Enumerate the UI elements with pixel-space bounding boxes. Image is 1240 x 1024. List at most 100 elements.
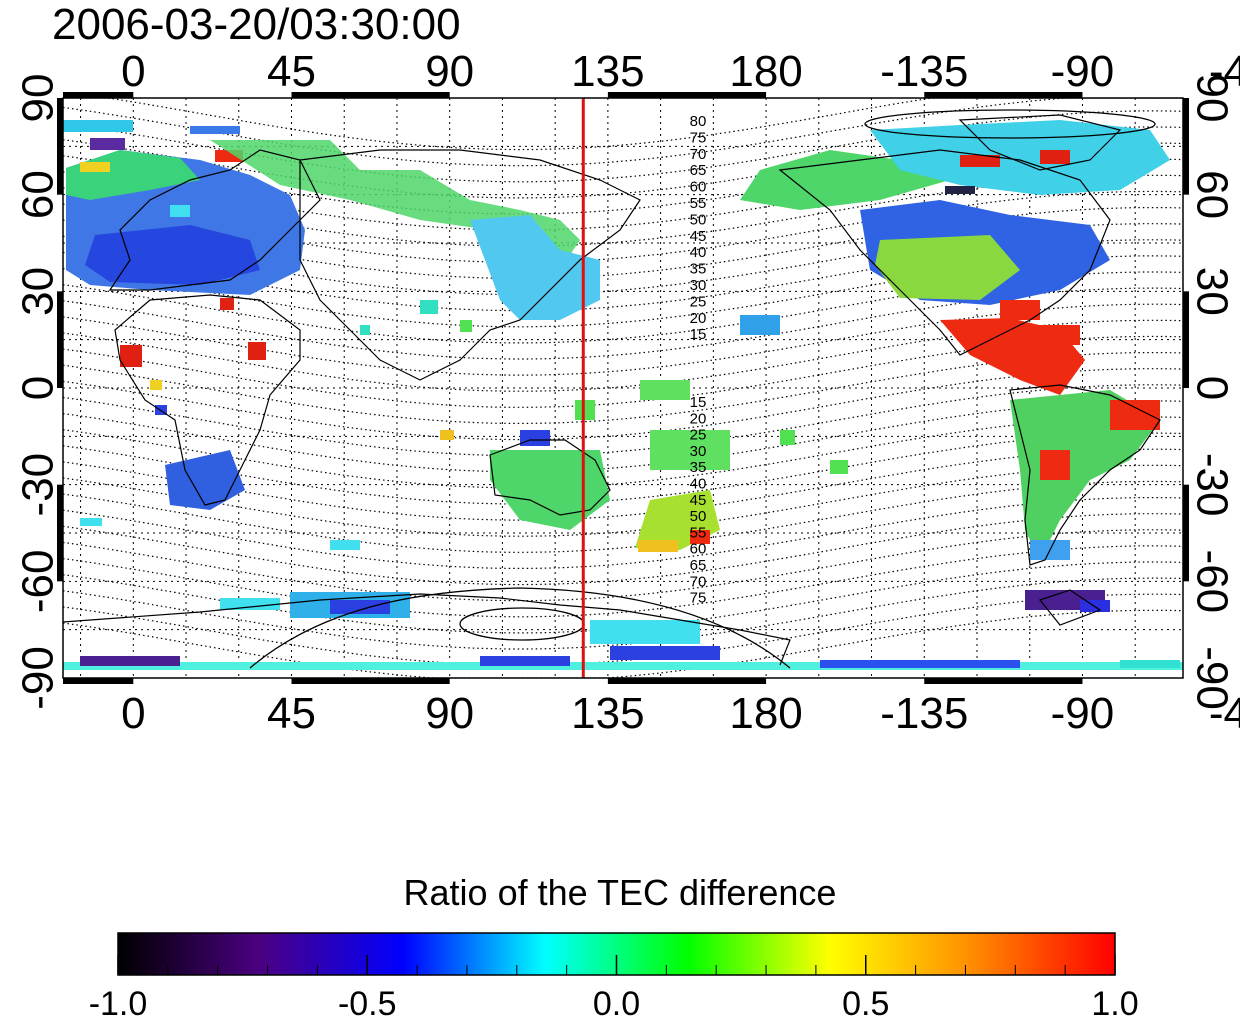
x-top-tick-label: -90 [1051,47,1115,96]
contour-label-north: 20 [690,310,707,327]
tick-bar-bottom [291,678,450,684]
x-top-tick-label: 45 [267,47,316,96]
contour-label-south: 70 [690,573,707,590]
coastlines [63,114,1161,666]
contour-label-south: 15 [690,394,707,411]
tick-bar-right [1183,484,1189,582]
contour-label-south: 45 [690,492,707,509]
y-left-tick-label: -90 [14,646,63,710]
y-right-tick-label: -30 [1188,453,1237,517]
axis-tick-bars [57,92,1189,684]
mlat-contour [63,609,1183,678]
y-left-tick-label: 60 [14,170,63,219]
contour-label-south: 20 [690,410,707,427]
contour-label-north: 80 [690,113,707,130]
x-top-tick-label: 135 [571,47,644,96]
x-bottom-tick-label: -45 [1209,689,1240,738]
mlat-contour [63,448,1183,521]
contour-label-north: 75 [690,129,707,146]
colorbar-title: Ratio of the TEC difference [403,872,837,913]
contour-label-north: 45 [690,228,707,245]
mlat-contour [63,545,1183,618]
y-axis-right-tick-labels: 90 60 30 0 -30 -60 -90 [1188,74,1237,710]
mlat-contour [63,416,1183,489]
y-right-tick-label: 90 [1188,74,1237,123]
y-right-tick-label: 30 [1188,267,1237,316]
y-left-tick-label: 30 [14,267,63,316]
contour-label-south: 35 [690,459,707,476]
mlat-contour [63,352,1183,424]
contour-labels: 8075706560555045403530252015152025303540… [690,113,707,607]
contour-label-south: 55 [690,524,707,541]
mlat-contour [63,432,1183,505]
colorbar-tick-label: 1.0 [1091,985,1139,1023]
x-axis-top-tick-labels: 0 45 90 135 180 -135 -90 -45 [121,47,1240,96]
x-top-tick-label: 90 [425,47,474,96]
contour-label-north: 30 [690,277,707,294]
mlat-contour [63,529,1183,602]
colorbar-tick-label: -0.5 [337,985,397,1023]
x-bottom-tick-label: -90 [1051,689,1115,738]
contour-label-north: 70 [690,146,707,163]
x-top-tick-label: 180 [729,47,802,96]
tick-bar-left [57,291,63,388]
mlat-contour [63,271,1183,344]
y-left-tick-label: -30 [14,453,63,517]
tick-bar-top [607,92,767,98]
tick-bar-right [1183,98,1189,195]
x-top-tick-label: -45 [1209,47,1240,96]
tick-bar-left [57,98,63,195]
contour-label-south: 60 [690,541,707,558]
contour-label-north: 60 [690,179,707,196]
contour-label-south: 25 [690,427,707,444]
colorbar-tick-label: 0.5 [842,985,890,1023]
mlat-contour [63,126,1183,199]
y-left-tick-label: 0 [14,376,63,400]
tec-data-patches [63,120,1183,670]
mlat-contour [63,287,1183,360]
contour-label-south: 50 [690,508,707,525]
mlat-contour [63,335,1183,408]
y-axis-left-tick-labels: 90 60 30 0 -30 -60 -90 [14,74,63,710]
x-bottom-tick-label: 135 [571,689,644,738]
colorbar-tick-label: -1.0 [88,985,148,1023]
contour-label-north: 40 [690,244,707,261]
mlat-contour [63,400,1183,473]
mlat-contour [63,464,1183,537]
tick-bar-bottom [63,678,134,684]
mlat-contour [63,368,1183,441]
x-bottom-tick-label: 0 [121,689,145,738]
contour-label-north: 25 [690,293,707,310]
mlat-contour [63,98,1183,151]
tick-bar-right [1183,291,1189,388]
contour-label-south: 65 [690,557,707,574]
x-bottom-tick-label: 45 [267,689,316,738]
contour-label-north: 15 [690,326,707,343]
contour-label-north: 55 [690,195,707,212]
contour-label-south: 75 [690,590,707,607]
tick-bar-bottom [607,678,767,684]
x-bottom-tick-label: 90 [425,689,474,738]
y-right-tick-label: 0 [1188,376,1237,400]
contour-label-south: 40 [690,476,707,493]
x-top-tick-label: 0 [121,47,145,96]
tick-bar-top [291,92,450,98]
contour-label-north: 50 [690,211,707,228]
mlat-contour [63,497,1183,569]
mlat-contour [63,98,1183,167]
x-bottom-tick-label: -135 [880,689,968,738]
colorbar-tick-label: 0.0 [592,985,641,1023]
tick-bar-top [63,92,134,98]
mlat-contour [63,319,1183,392]
y-right-tick-label: -90 [1188,646,1237,710]
contour-label-north: 65 [690,162,707,179]
mlat-contour [63,593,1183,666]
mlat-contour [63,480,1183,553]
x-axis-bottom-tick-labels: 0 45 90 135 180 -135 -90 -45 [121,689,1240,738]
y-left-tick-label: -60 [14,550,63,614]
x-bottom-tick-label: 180 [729,689,802,738]
mlat-contour [63,384,1183,457]
y-left-tick-label: 90 [14,74,63,123]
tick-bar-left [57,484,63,582]
mlat-contour [63,513,1183,586]
